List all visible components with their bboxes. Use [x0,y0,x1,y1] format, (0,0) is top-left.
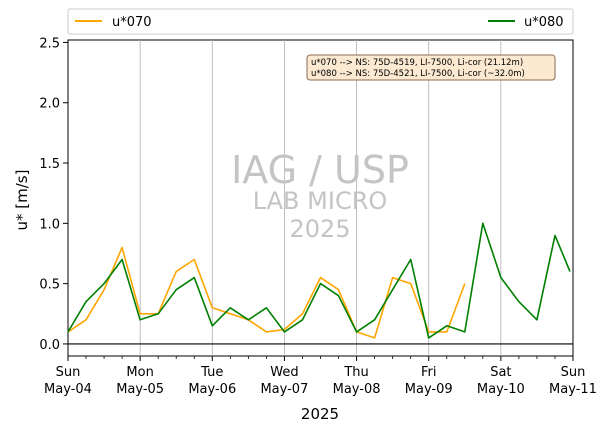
x-tick-label-date: May-10 [477,382,525,397]
x-tick-label-day: Sat [490,365,511,380]
y-tick-label: 2.0 [39,97,60,112]
annotation: u*070 --> NS: 75D-4519, LI-7500, Li-cor … [306,54,556,81]
legend-frame [67,8,574,35]
legend: u*070 u*080 [67,8,574,35]
y-axis: 0.0 0.5 1.0 1.5 2.0 2.5 [39,36,68,353]
x-tick-label-date: May-08 [333,382,381,397]
x-tick-label-date: May-04 [44,382,92,397]
plot-area [67,39,574,357]
x-tick-label-date: May-05 [116,382,164,397]
x-tick-label-day: Thu [343,365,368,380]
x-tick-label-day: Tue [200,365,223,380]
x-axis-title: 2025 [301,405,339,423]
watermark-line-1: IAG / USP [231,148,409,192]
x-tick-label-date: May-07 [260,382,308,397]
y-axis-title: u* [m/s] [13,170,31,231]
annotation-line-1: u*070 --> NS: 75D-4519, LI-7500, Li-cor … [311,58,523,68]
y-tick-label: 1.5 [39,157,60,172]
watermark: IAG / USP LAB MICRO 2025 [231,148,409,243]
x-axis: Sun May-04 Mon May-05 Tue May-06 Wed May-07 Thu M… [44,356,597,397]
annotation-line-2: u*080 --> NS: 75D-4521, LI-7500, Li-cor … [311,69,525,79]
x-tick-label-day: Mon [126,365,153,380]
x-tick-label-date: May-06 [188,382,236,397]
watermark-line-2: LAB MICRO [253,187,388,215]
annotation-box [306,54,556,81]
legend-label-u080: u*080 [524,15,564,30]
x-tick-label-day: Fri [421,365,437,380]
series-layer [67,222,571,339]
x-tick-label-date: May-11 [549,382,597,397]
y-tick-label: 1.0 [39,217,60,232]
y-tick-label: 0.5 [39,278,60,293]
x-tick-label-day: Sun [561,365,586,380]
x-tick-label-day: Sun [56,365,81,380]
watermark-line-3: 2025 [289,215,350,243]
y-tick-label: 0.0 [39,338,60,353]
legend-label-u070: u*070 [112,15,152,30]
series-line-u080 [67,222,571,339]
x-tick-label-day: Wed [270,365,298,380]
x-tick-label-date: May-09 [405,382,453,397]
grid-lines [139,40,502,356]
y-tick-label: 2.5 [39,36,60,51]
